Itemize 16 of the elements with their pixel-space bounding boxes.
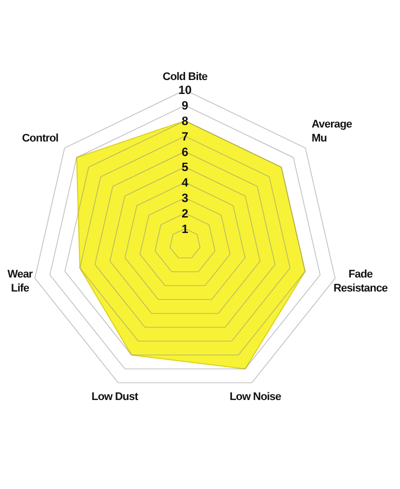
y-tick-label: 6 — [182, 144, 189, 159]
spoke-label: Cold Bite — [162, 71, 208, 83]
y-tick-label: 10 — [178, 83, 192, 98]
y-tick-label: 9 — [182, 98, 189, 113]
y-tick-label: 1 — [182, 222, 189, 236]
spoke-label: Fade Resistance — [333, 268, 388, 294]
spoke-label: Average Mu — [312, 118, 352, 145]
spoke-label: Control — [22, 132, 59, 145]
y-tick-label: 7 — [182, 129, 189, 144]
spoke-label: Low Dust — [92, 390, 139, 403]
y-tick-label: 4 — [182, 176, 189, 190]
y-tick-label: 3 — [182, 191, 189, 205]
spoke-label: Wear Life — [7, 268, 34, 294]
y-tick-label: 2 — [182, 206, 189, 220]
y-tick-label: 5 — [182, 160, 189, 174]
spoke-label: Low Noise — [230, 390, 282, 403]
